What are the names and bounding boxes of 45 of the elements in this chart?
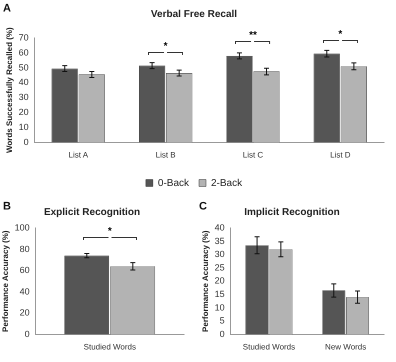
y-tick-label: 70 [18, 32, 29, 42]
y-tick-label: 20 [18, 107, 29, 118]
y-tick-label: 60 [20, 265, 30, 276]
y-tick-label: 5 [220, 316, 225, 326]
annotation: * [106, 226, 113, 237]
x-tick-label: List C [242, 150, 264, 160]
y-axis-title: Words Successfully Recalled (%) [5, 27, 14, 154]
y-tick-label: 15 [214, 288, 225, 299]
text: A [3, 2, 11, 15]
y-tick-label: 0 [24, 328, 30, 339]
x-tick-label: Studied Words [84, 342, 136, 352]
chart-title: Verbal Free Recall [150, 8, 238, 20]
y-tick-label: 60 [18, 47, 29, 58]
x-tick-label: New Words [325, 342, 366, 352]
y-tick-label: 50 [18, 62, 29, 72]
annotation: * [162, 40, 169, 52]
x-tick-label: List D [330, 150, 351, 160]
chart-title: Implicit Recognition [244, 206, 340, 218]
y-tick-label: 40 [20, 286, 30, 296]
y-tick-label: 0 [24, 136, 29, 147]
annotation: ** [248, 30, 258, 42]
annotation: * [337, 29, 344, 40]
y-tick-label: 30 [214, 249, 225, 260]
x-tick-label: Studied Words [242, 342, 296, 352]
y-tick-label: 80 [20, 244, 30, 254]
y-tick-label: 40 [214, 222, 225, 232]
legend-label: 0-Back [158, 178, 190, 189]
y-tick-label: 0 [220, 328, 225, 339]
chart-title: Explicit Recognition [44, 206, 140, 218]
y-tick-label: 35 [214, 236, 225, 246]
y-tick-label: 20 [20, 308, 30, 318]
y-tick-label: 40 [18, 77, 29, 88]
y-tick-label: 20 [214, 276, 225, 286]
legend-label: 2-Back [211, 178, 244, 189]
y-tick-label: 30 [18, 92, 29, 102]
y-tick-label: 10 [214, 302, 225, 312]
y-tick-label: 10 [18, 122, 29, 132]
x-tick-label: List B [156, 150, 176, 160]
x-tick-label: List A [68, 150, 89, 160]
y-axis-title: Performance Accuracy (%) [1, 230, 10, 332]
y-tick-label: 25 [214, 262, 225, 272]
y-axis-title: Performance Accuracy (%) [201, 230, 210, 332]
text: C [199, 200, 207, 213]
y-tick-label: 100 [14, 222, 30, 232]
text: B [3, 200, 11, 213]
